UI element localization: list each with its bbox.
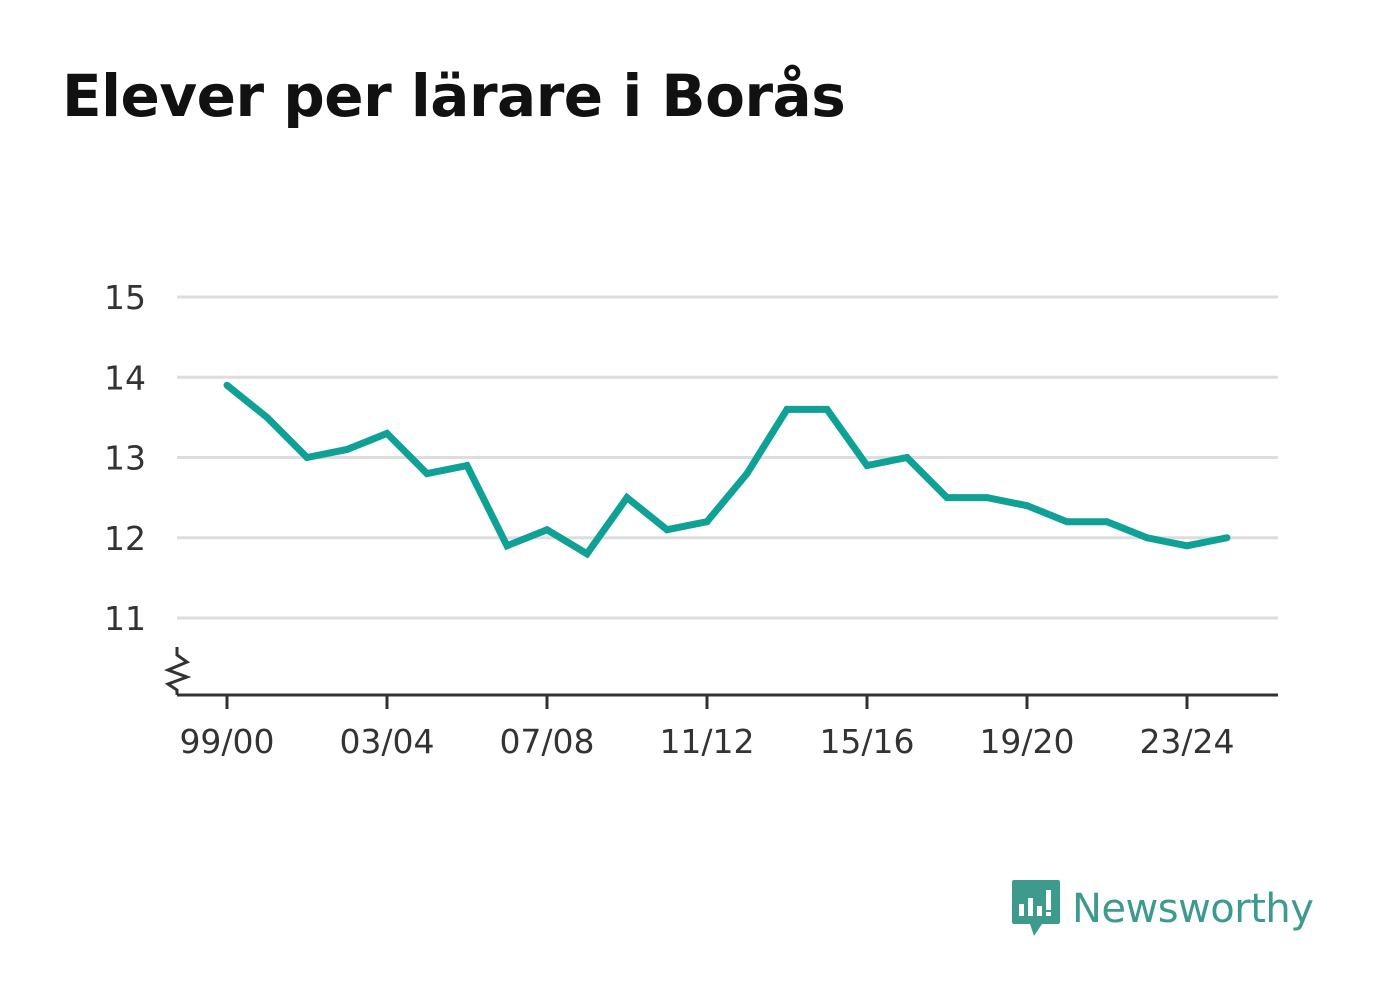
data-point-00/01 — [263, 413, 271, 421]
data-point-15/16 — [863, 462, 871, 470]
x-tick-label: 11/12 — [659, 722, 754, 761]
chart-title: Elever per lärare i Borås — [62, 62, 846, 130]
line-chart: 11 12 13 14 15 99/00 03/04 07/08 11/12 15/16 19/2… — [104, 278, 1278, 761]
y-tick-label: 13 — [104, 439, 146, 478]
y-tick-label: 11 — [104, 599, 146, 638]
y-tick-label: 12 — [104, 519, 146, 558]
x-tick-label: 99/00 — [179, 722, 274, 761]
data-point-10/11 — [663, 526, 671, 534]
y-tick-labels: 11 12 13 14 15 — [104, 278, 146, 638]
data-point-02/03 — [343, 445, 351, 453]
data-point-06/07 — [503, 542, 511, 550]
series-group — [223, 381, 1231, 559]
axis-break-icon — [163, 647, 192, 695]
data-point-22/23 — [1143, 534, 1151, 542]
data-point-03/04 — [383, 429, 391, 437]
data-point-13/14 — [783, 405, 791, 413]
data-point-18/19 — [983, 494, 991, 502]
data-point-09/10 — [623, 494, 631, 502]
data-point-07/08 — [543, 526, 551, 534]
data-point-20/21 — [1063, 518, 1071, 526]
y-tick-label: 15 — [104, 278, 146, 317]
data-point-01/02 — [303, 454, 311, 461]
x-tick-labels: 99/00 03/04 07/08 11/12 15/16 19/20 23/24 — [179, 722, 1234, 761]
newsworthy-logo-icon — [1012, 880, 1060, 936]
data-point-04/05 — [423, 470, 431, 478]
gridlines — [177, 295, 1278, 620]
x-tick-label: 15/16 — [819, 722, 914, 761]
data-point-12/13 — [743, 470, 751, 478]
series-line — [224, 382, 1228, 559]
x-tick-label: 07/08 — [499, 722, 594, 761]
x-tick-label: 03/04 — [339, 722, 434, 761]
y-tick-label: 14 — [104, 358, 146, 397]
data-point-08/09 — [583, 550, 591, 558]
x-axis — [163, 647, 1278, 709]
data-point-14/15 — [823, 405, 831, 413]
x-tick-label: 23/24 — [1139, 722, 1234, 761]
data-point-21/22 — [1103, 518, 1111, 526]
brand-name: Newsworthy — [1072, 886, 1314, 932]
data-point-11/12 — [703, 518, 711, 526]
data-point-23/24 — [1183, 542, 1191, 550]
x-tick-label: 19/20 — [979, 722, 1074, 761]
data-point-05/06 — [463, 462, 471, 470]
data-point-17/18 — [943, 494, 951, 502]
data-point-16/17 — [903, 454, 911, 461]
newsworthy-logo[interactable]: Newsworthy — [1010, 878, 1314, 940]
data-point-24/25 — [1223, 534, 1231, 542]
data-point-19/20 — [1023, 502, 1031, 510]
data-point-99/00 — [223, 381, 231, 389]
